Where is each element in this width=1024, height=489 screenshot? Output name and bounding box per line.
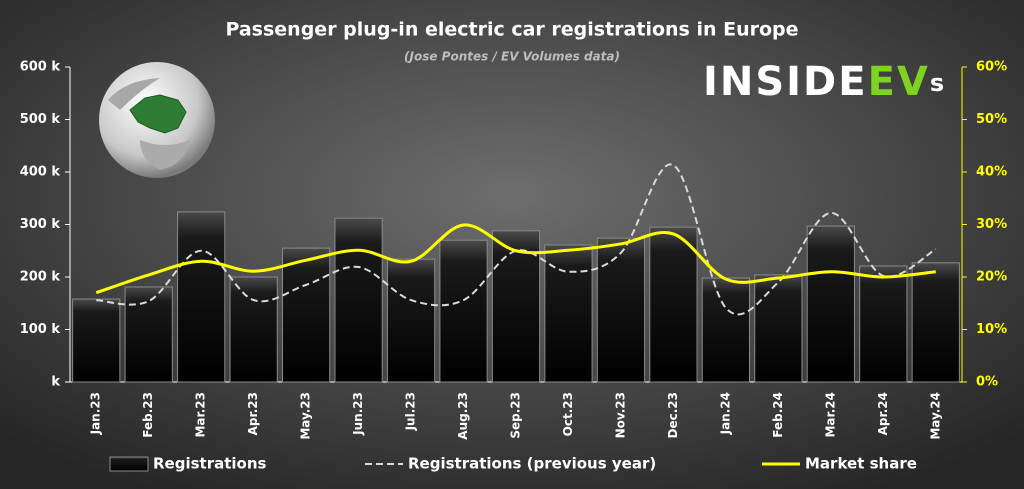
x-tick-label: Dec.23 [666, 392, 680, 438]
x-tick-label: Jun.23 [351, 392, 365, 436]
y-tick-label: 600 k [20, 60, 61, 75]
x-tick-label: Apr.24 [876, 392, 890, 435]
x-tick-label: Jul.23 [404, 392, 418, 431]
x-tick-label: Sep.23 [509, 392, 523, 439]
bar [649, 226, 698, 383]
chart-title: Passenger plug-in electric car registrat… [225, 19, 798, 41]
globe [99, 62, 215, 178]
legend-label: Registrations [153, 455, 267, 473]
y2-tick-label: 10% [976, 322, 1007, 337]
bar [859, 265, 908, 383]
logo-part: INSIDE [703, 59, 868, 105]
y2-tick-label: 60% [976, 60, 1007, 75]
bar [806, 225, 855, 383]
x-tick-label: May.24 [928, 392, 942, 440]
x-tick-label: Aug.23 [456, 392, 470, 440]
y-tick-label: 200 k [20, 270, 61, 285]
legend-label: Registrations (previous year) [408, 455, 656, 473]
y-tick-label: 400 k [20, 165, 61, 180]
bar [334, 217, 383, 383]
bar [177, 211, 226, 383]
bar [544, 244, 593, 383]
bar [911, 262, 960, 383]
line [95, 223, 936, 295]
x-tick-label: Oct.23 [561, 392, 575, 436]
x-tick-label: Feb.24 [771, 392, 785, 438]
bar [701, 277, 750, 383]
bar [386, 258, 436, 383]
logo-part: EV [868, 59, 930, 105]
y2-tick-label: 50% [976, 112, 1007, 127]
y-tick-label: 300 k [20, 217, 61, 232]
legend-label: Market share [805, 455, 917, 473]
y2-tick-label: 30% [976, 217, 1007, 232]
logo-part: s [930, 69, 946, 97]
bar [124, 286, 173, 383]
y-tick-label: 500 k [20, 112, 61, 127]
x-tick-label: Nov.23 [613, 392, 627, 438]
logo: INSIDEEVs [703, 59, 946, 105]
y2-tick-label: 0% [976, 375, 998, 390]
bar [439, 239, 488, 383]
bar [754, 274, 803, 383]
bar [596, 237, 646, 383]
bar [229, 276, 278, 383]
x-tick-label: Apr.23 [246, 392, 260, 435]
legend-swatch [109, 456, 149, 472]
y2-tick-label: 40% [976, 165, 1007, 180]
y-tick-label: k [51, 375, 60, 390]
x-tick-label: Jan.23 [89, 392, 103, 435]
bar [491, 230, 541, 383]
x-tick-label: May.23 [299, 392, 313, 440]
x-tick-label: Mar.24 [823, 392, 837, 438]
x-tick-label: Feb.23 [141, 392, 155, 438]
x-tick-label: Jan.24 [718, 392, 732, 435]
bar [282, 247, 331, 383]
chart-subtitle: (Jose Pontes / EV Volumes data) [404, 50, 620, 64]
x-tick-label: Mar.23 [194, 392, 208, 438]
y2-tick-label: 20% [976, 270, 1007, 285]
bar [72, 298, 121, 383]
line [96, 163, 937, 316]
y-tick-label: 100 k [20, 322, 61, 337]
